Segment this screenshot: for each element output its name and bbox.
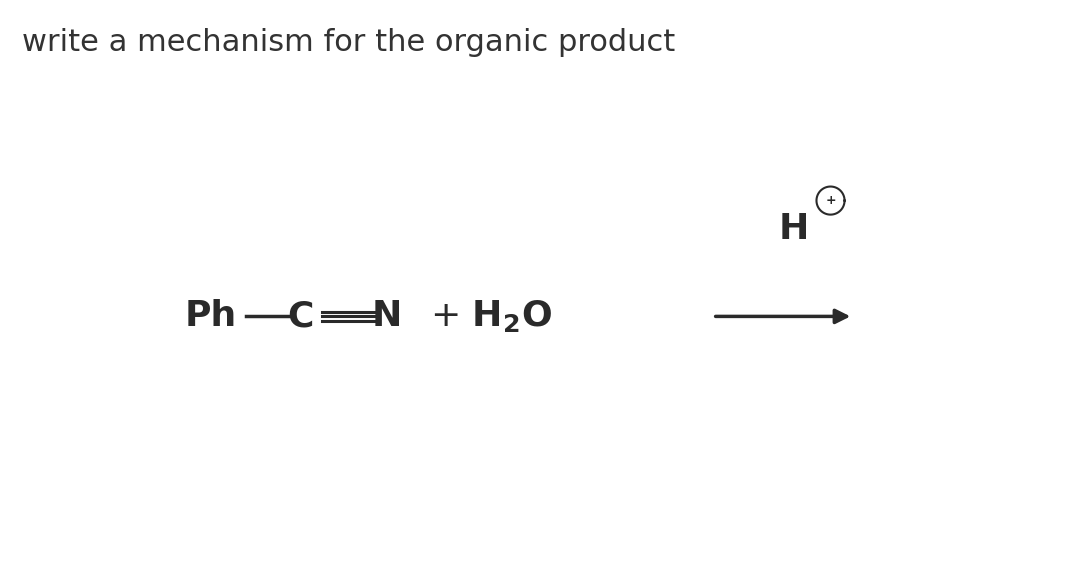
Text: C: C: [287, 299, 313, 333]
Text: write a mechanism for the organic product: write a mechanism for the organic produc…: [22, 28, 675, 57]
Text: $+\ \mathbf{H_2O}$: $+\ \mathbf{H_2O}$: [430, 298, 553, 334]
Text: H: H: [779, 212, 809, 246]
Text: N: N: [372, 299, 402, 333]
Text: +: +: [825, 194, 836, 207]
Text: Ph: Ph: [185, 299, 237, 333]
